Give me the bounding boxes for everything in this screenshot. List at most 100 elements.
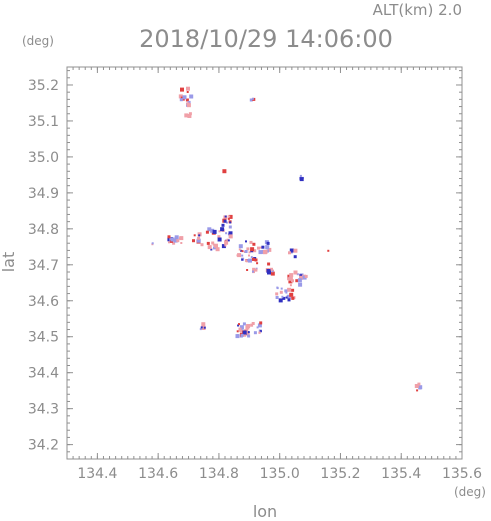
data-point: [199, 328, 202, 331]
data-point: [302, 275, 307, 280]
data-point: [228, 231, 233, 236]
data-point: [246, 324, 251, 328]
y-tick-labels: 34.2 34.3 34.4 34.5 34.6 34.7 34.8 34.9 35.0 35.1…: [28, 78, 59, 454]
data-point: [256, 326, 259, 329]
data-point: [205, 230, 209, 234]
data-point: [224, 244, 227, 247]
data-point: [282, 296, 286, 300]
data-point: [228, 215, 231, 218]
data-point: [222, 169, 227, 174]
data-point: [237, 324, 240, 327]
x-tick-label: 135.0: [260, 466, 300, 482]
data-point: [288, 276, 293, 281]
data-point: [418, 385, 423, 390]
data-point: [248, 258, 252, 263]
x-tick-label: 134.4: [77, 466, 117, 482]
data-point: [176, 239, 180, 243]
data-point: [180, 87, 184, 92]
data-point: [185, 98, 189, 102]
data-point: [267, 270, 271, 275]
data-point: [267, 247, 272, 252]
data-point: [186, 102, 190, 106]
data-point: [207, 227, 212, 232]
data-point: [249, 240, 253, 244]
data-point: [414, 384, 419, 388]
chart-title: 2018/10/29 14:06:00: [139, 25, 393, 53]
data-point: [217, 235, 221, 239]
y-tick-label: 34.3: [28, 402, 59, 418]
data-point: [242, 330, 247, 335]
y-tick-label: 34.4: [28, 366, 59, 382]
data-point: [215, 247, 220, 252]
y-tick-label: 34.6: [28, 294, 59, 310]
data-point: [189, 94, 194, 99]
data-point: [289, 284, 292, 287]
data-point: [228, 225, 232, 229]
data-point: [291, 288, 295, 292]
data-point: [293, 255, 297, 259]
data-point: [229, 221, 232, 224]
data-point: [207, 245, 212, 250]
data-point: [304, 274, 308, 278]
data-point: [260, 246, 263, 249]
data-point: [227, 239, 230, 242]
data-point: [289, 273, 294, 278]
data-point: [291, 296, 295, 300]
data-point: [228, 214, 233, 219]
data-point: [241, 258, 244, 261]
x-tick-labels: 134.4 134.6 134.8 135.0 135.2 135.4 135.6: [77, 466, 482, 482]
data-point: [250, 256, 253, 259]
data-point: [288, 279, 293, 284]
data-point: [251, 97, 254, 100]
data-point: [261, 245, 265, 249]
data-point: [251, 257, 255, 261]
data-point: [187, 114, 192, 118]
data-point: [224, 240, 229, 245]
data-point: [184, 113, 189, 118]
data-point: [241, 254, 244, 257]
data-point: [288, 251, 291, 255]
data-point: [270, 271, 275, 276]
data-point: [197, 236, 201, 240]
data-point: [293, 248, 298, 253]
data-point: [238, 327, 242, 331]
data-point: [281, 295, 284, 298]
data-point: [180, 242, 183, 244]
data-point: [299, 174, 302, 177]
y-tick-label: 34.5: [28, 330, 59, 346]
data-point: [247, 259, 250, 262]
data-point: [217, 237, 222, 242]
data-point: [223, 219, 227, 223]
data-point: [257, 246, 260, 250]
data-point: [238, 244, 243, 249]
data-point: [203, 326, 206, 329]
data-point: [275, 296, 279, 299]
data-point: [228, 234, 233, 239]
data-point: [178, 94, 183, 99]
data-point: [186, 86, 190, 91]
data-point: [251, 322, 255, 325]
x-tick-label: 135.6: [442, 466, 482, 482]
data-point: [295, 279, 299, 283]
data-point: [213, 246, 216, 250]
x-tick-label: 135.2: [320, 466, 360, 482]
plot-frame: [66, 66, 463, 460]
data-point: [279, 290, 283, 294]
header: ALT(km) 2.0 2018/10/29 14:06:00 (deg): [22, 1, 462, 53]
x-axis-label: lon: [253, 502, 277, 521]
data-point: [256, 262, 259, 265]
data-point: [258, 250, 263, 255]
data-point: [245, 240, 247, 243]
data-point: [275, 292, 279, 296]
data-point: [252, 267, 256, 271]
data-point: [247, 331, 250, 334]
data-point: [225, 221, 228, 224]
data-point: [299, 177, 304, 182]
data-point: [289, 248, 294, 253]
data-point: [239, 325, 244, 330]
data-point: [211, 241, 215, 245]
data-point: [212, 229, 217, 234]
data-point: [221, 244, 226, 249]
data-point: [284, 289, 288, 293]
data-point: [286, 294, 291, 299]
